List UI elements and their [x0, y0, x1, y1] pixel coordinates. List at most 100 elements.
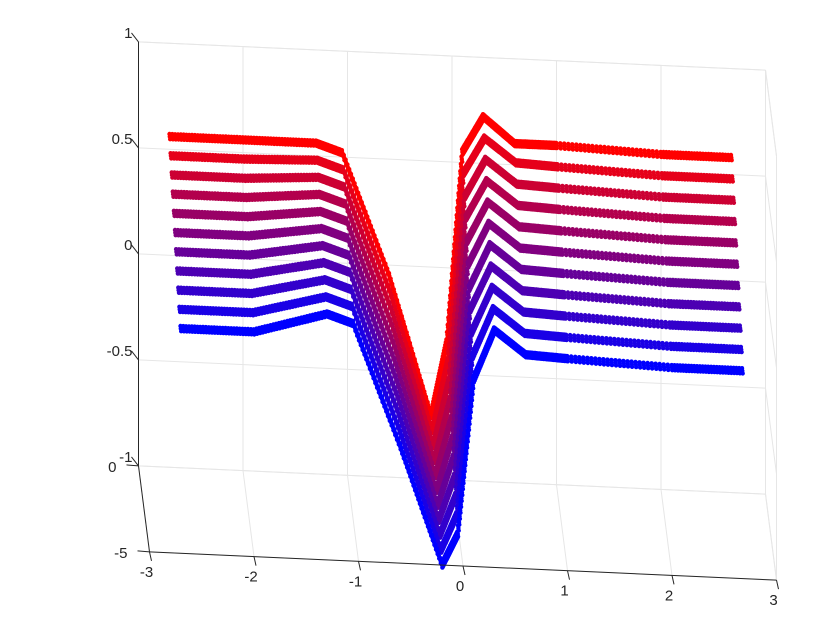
- data-point: [587, 164, 592, 170]
- data-point: [347, 167, 352, 172]
- data-point: [382, 273, 387, 279]
- data-point: [639, 169, 644, 174]
- data-point: [596, 186, 601, 192]
- data-point: [409, 346, 414, 351]
- series: [168, 133, 735, 436]
- grid-line: [347, 475, 359, 562]
- data-point: [422, 389, 427, 394]
- data-point: [410, 351, 416, 356]
- data-point: [343, 157, 348, 162]
- data-point: [602, 229, 607, 235]
- data-point: [374, 237, 379, 243]
- data-point: [346, 208, 352, 214]
- data-point: [415, 415, 420, 420]
- data-point: [378, 276, 383, 282]
- data-point: [598, 229, 603, 234]
- data-point: [364, 226, 369, 231]
- data-point: [618, 146, 623, 151]
- data-point: [643, 169, 648, 174]
- data-point: [558, 141, 563, 146]
- data-points: [167, 112, 745, 570]
- data-point: [368, 236, 373, 241]
- data-point: [653, 212, 659, 218]
- data-point: [344, 216, 349, 221]
- data-point: [586, 143, 591, 148]
- series: [167, 112, 734, 421]
- data-point: [348, 171, 354, 177]
- data-point: [372, 274, 377, 280]
- data-point: [557, 204, 562, 210]
- data-point: [360, 217, 366, 222]
- data-point: [411, 378, 416, 383]
- data-point: [408, 367, 413, 373]
- data-point: [558, 226, 563, 231]
- data-point: [356, 249, 362, 254]
- data-point: [630, 147, 635, 152]
- data-point: [367, 277, 373, 283]
- data-point: [391, 339, 396, 344]
- data-point: [345, 233, 350, 238]
- data-point: [420, 383, 425, 389]
- data-point: [373, 250, 378, 255]
- data-point: [644, 190, 649, 196]
- data-point: [423, 394, 429, 399]
- data-point: [385, 325, 391, 330]
- data-point: [380, 269, 385, 274]
- data-point: [364, 256, 370, 261]
- data-point: [733, 238, 738, 243]
- data-point: [598, 144, 603, 149]
- data-point: [410, 399, 415, 405]
- data-point: [399, 314, 404, 319]
- data-point: [405, 357, 410, 362]
- data-point: [381, 256, 386, 262]
- data-point: [379, 293, 384, 299]
- data-point: [353, 227, 359, 233]
- data-point: [389, 305, 394, 310]
- data-point: [340, 165, 346, 170]
- data-point: [359, 241, 364, 247]
- data-point: [592, 186, 597, 191]
- data-point: [565, 205, 570, 210]
- data-point: [614, 230, 619, 236]
- data-point: [344, 174, 349, 179]
- data-point: [366, 290, 372, 295]
- data-point: [373, 292, 378, 297]
- data-point: [563, 162, 568, 168]
- data-point: [366, 260, 371, 266]
- data-point: [650, 149, 655, 154]
- data-point: [573, 206, 578, 211]
- data-point: [348, 184, 353, 189]
- data-point: [365, 214, 370, 219]
- data-point: [358, 224, 363, 230]
- data-point: [362, 263, 367, 269]
- data-point: [415, 404, 421, 409]
- data-point: [368, 223, 374, 229]
- data-point: [377, 259, 382, 265]
- data-point: [554, 140, 559, 146]
- data-point: [423, 440, 428, 445]
- data-point: [403, 341, 409, 346]
- data-point: [374, 296, 380, 302]
- data-point: [559, 162, 564, 167]
- data-point: [352, 210, 358, 215]
- data-point: [613, 209, 618, 214]
- data-point: [614, 145, 619, 151]
- data-point: [586, 228, 591, 233]
- data-point: [379, 281, 385, 286]
- data-point: [394, 297, 400, 303]
- data-point: [355, 244, 360, 250]
- data-point: [585, 207, 590, 212]
- data-point: [591, 165, 596, 170]
- data-point: [382, 303, 388, 308]
- data-point: [391, 298, 396, 304]
- data-point: [732, 216, 737, 222]
- grid-line: [765, 388, 777, 475]
- data-point: [399, 325, 404, 330]
- data-point: [365, 285, 370, 290]
- data-point: [584, 185, 589, 191]
- data-point: [370, 228, 375, 233]
- data-point: [627, 168, 632, 173]
- data-point: [392, 315, 397, 320]
- data-point: [654, 234, 660, 239]
- data-point: [350, 218, 355, 223]
